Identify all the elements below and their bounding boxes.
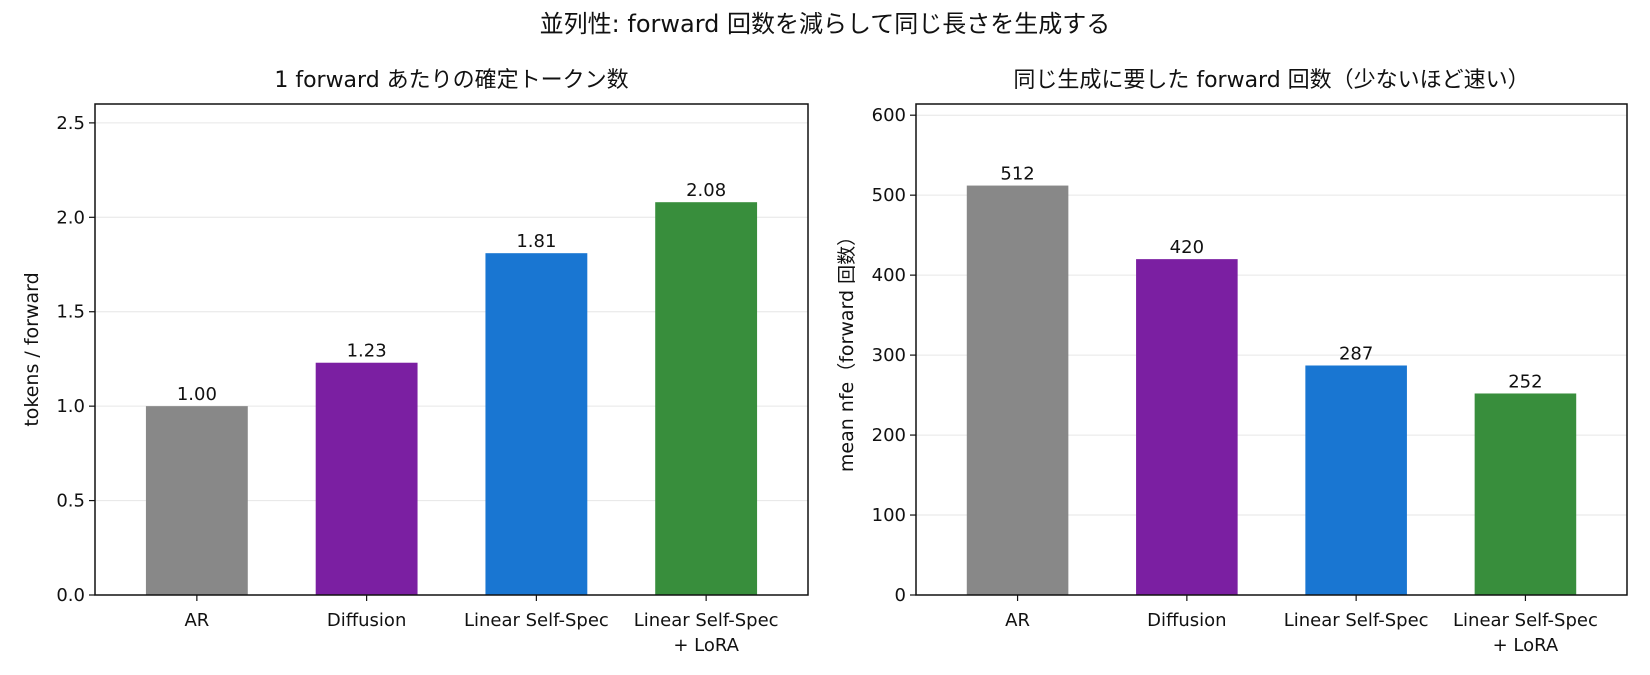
y-tick-label: 500 [872, 185, 906, 206]
bar [485, 253, 588, 595]
y-tick-label: 1.0 [56, 396, 85, 417]
y-tick-label: 2.5 [56, 113, 85, 134]
x-tick-label: Linear Self-Spec [1453, 610, 1598, 631]
chart-panel-2: 0 100 200 300 400 500 600 512 AR 420 Diffusion 287 L… [836, 68, 1628, 656]
x-tick-label: AR [184, 610, 209, 631]
bar-value-label: 287 [1339, 343, 1373, 364]
bar [1474, 393, 1577, 595]
bar [966, 185, 1069, 595]
x-tick-label: Linear Self-Spec [634, 610, 779, 631]
x-tick-label: Diffusion [327, 610, 406, 631]
bar-value-label: 512 [1000, 164, 1034, 185]
bar [1305, 365, 1407, 595]
y-tick-label: 0.5 [56, 491, 85, 512]
figure-title: 並列性: forward 回数を減らして同じ長さを生成する [540, 10, 1111, 38]
chart-panels: 0.0 0.5 1.0 1.5 2.0 2.5 1.00 AR 1.23 Diffusion 1.8… [21, 68, 1628, 656]
y-tick-label: 2.0 [56, 207, 85, 228]
bar-value-label: 1.81 [516, 231, 556, 252]
bar-value-label: 2.08 [686, 180, 726, 201]
x-tick-label: Linear Self-Spec [1284, 610, 1429, 631]
bar [655, 202, 758, 595]
y-tick-label: 300 [872, 345, 906, 366]
bar [1136, 259, 1238, 595]
bar-value-label: 252 [1508, 371, 1542, 392]
chart-panel-1: 0.0 0.5 1.0 1.5 2.0 2.5 1.00 AR 1.23 Diffusion 1.8… [21, 68, 809, 656]
x-tick-label: + LoRA [673, 635, 739, 656]
chart-title: 1 forward あたりの確定トークン数 [274, 68, 628, 93]
y-tick-label: 1.5 [56, 302, 85, 323]
bar-value-label: 1.00 [177, 384, 217, 405]
y-tick-label: 100 [872, 505, 906, 526]
y-tick-label: 400 [872, 265, 906, 286]
plot-frame [94, 103, 809, 596]
bar [315, 362, 418, 595]
x-tick-label: Linear Self-Spec [464, 610, 609, 631]
x-tick-label: Diffusion [1147, 610, 1226, 631]
plot-frame [915, 103, 1628, 596]
x-tick-label: AR [1005, 610, 1030, 631]
y-tick-label: 0 [895, 585, 906, 606]
chart-title: 同じ生成に要した forward 回数（少ないほど速い） [1013, 68, 1529, 93]
y-axis-label: mean nfe（forward 回数） [836, 227, 858, 472]
x-tick-label: + LoRA [1493, 635, 1559, 656]
bar-value-label: 1.23 [347, 341, 387, 362]
y-axis-label: tokens / forward [21, 272, 43, 426]
y-tick-label: 200 [872, 425, 906, 446]
y-tick-label: 0.0 [56, 585, 85, 606]
bar-value-label: 420 [1170, 237, 1204, 258]
bar [145, 406, 248, 595]
y-tick-label: 600 [872, 105, 906, 126]
